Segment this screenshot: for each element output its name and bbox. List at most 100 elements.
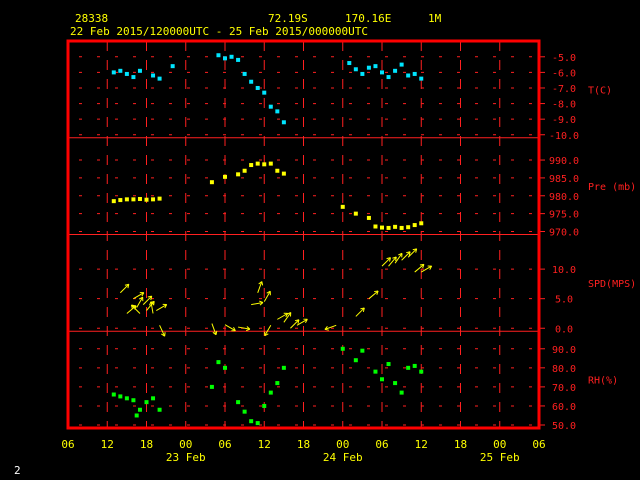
- pressure-point: [353, 211, 358, 216]
- wind-arrow: [211, 323, 218, 336]
- y-tick-label: -9.0: [552, 115, 576, 126]
- wind-arrow-shaft: [296, 318, 308, 326]
- wind-arrow-head: [374, 290, 379, 293]
- humidity-point: [419, 369, 424, 374]
- humidity-point: [386, 362, 391, 367]
- pressure-point: [242, 168, 247, 173]
- pressure-point: [399, 225, 404, 230]
- wind-arrow-head: [266, 290, 271, 294]
- humidity-point: [144, 400, 149, 405]
- wind-arrow: [394, 252, 403, 264]
- date-range: 22 Feb 2015/120000UTC - 25 Feb 2015/0000…: [70, 25, 368, 38]
- humidity-point: [399, 390, 404, 395]
- wind-arrow: [133, 292, 145, 300]
- latitude: 72.19S: [268, 12, 308, 25]
- temperature-point: [275, 109, 280, 114]
- wind-arrow: [130, 304, 141, 314]
- pressure-point: [137, 196, 142, 201]
- wind-arrow-shaft: [277, 312, 288, 320]
- wind-arrow-shaft: [388, 256, 397, 267]
- humidity-point: [134, 413, 139, 418]
- pressure-point: [386, 225, 391, 230]
- temperature-point: [393, 68, 398, 73]
- panel-labels: T(C) Pre (mb) SPD(MPS) RH(%): [588, 85, 636, 386]
- pressure-point: [223, 174, 227, 179]
- wind-arrow-head: [398, 252, 403, 256]
- y-tick-label: 990.0: [549, 156, 579, 167]
- data-marks: [111, 53, 433, 426]
- pressure-point: [144, 197, 149, 202]
- wind-arrow-head: [415, 248, 418, 253]
- wind-arrow-head: [408, 251, 411, 256]
- wind-arrow-shaft: [355, 307, 365, 317]
- temperature-point: [406, 73, 411, 78]
- wind-arrow-head: [150, 295, 153, 301]
- wind-arrow-shaft: [119, 283, 130, 294]
- humidity-point: [223, 365, 227, 370]
- pressure-point: [124, 197, 129, 202]
- wind-arrow-head: [130, 304, 133, 309]
- y-tick-label: 5.0: [555, 295, 573, 306]
- wind-arrow-shaft: [156, 304, 167, 311]
- x-day-label: 25 Feb: [480, 451, 520, 464]
- wind-arrow: [401, 251, 411, 261]
- wind-arrow: [283, 312, 292, 323]
- level: 1M: [428, 12, 442, 25]
- wind-arrow-head: [360, 307, 365, 310]
- wind-arrow-shaft: [368, 290, 379, 300]
- wind-arrow: [388, 256, 397, 267]
- wind-arrow-head: [150, 301, 154, 305]
- temperature-point: [124, 71, 129, 76]
- wind-arrow: [156, 303, 168, 311]
- y-tick-label: 80.0: [552, 364, 576, 375]
- panel-label-temperature: T(C): [588, 85, 612, 96]
- humidity-point: [275, 381, 280, 386]
- y-tick-label: 980.0: [549, 192, 579, 203]
- humidity-point: [360, 348, 365, 353]
- pressure-point: [268, 161, 273, 166]
- temperature-point: [268, 104, 273, 109]
- panel-label-pressure: Pre (mb): [588, 182, 636, 193]
- temperature-point: [170, 64, 175, 69]
- wind-arrow-head: [149, 301, 152, 306]
- pressure-point: [157, 196, 162, 201]
- wind-arrow-shaft: [257, 281, 263, 293]
- wind-arrow: [368, 290, 379, 300]
- page-number: 2: [14, 464, 21, 477]
- temperature-point: [373, 64, 378, 69]
- wind-arrow: [149, 301, 154, 314]
- wind-arrow: [355, 307, 365, 317]
- temperature-point: [366, 65, 371, 70]
- humidity-point: [236, 400, 241, 405]
- y-tick-label: -7.0: [552, 84, 576, 95]
- longitude: 170.16E: [345, 12, 391, 25]
- x-tick-label: 18: [454, 438, 467, 451]
- temperature-point: [236, 57, 241, 62]
- temperature-point: [242, 71, 247, 76]
- y-tick-label: -10.0: [549, 131, 579, 142]
- wind-arrow-head: [147, 295, 152, 298]
- temperature-point: [157, 76, 162, 81]
- wind-arrow: [136, 296, 144, 308]
- wind-arrow-head: [294, 319, 300, 322]
- wind-arrow: [142, 295, 153, 305]
- humidity-point: [216, 360, 221, 365]
- wind-arrow-shaft: [142, 295, 153, 305]
- x-tick-label: 06: [61, 438, 74, 451]
- temperature-point: [281, 120, 286, 125]
- temperature-point: [353, 67, 358, 72]
- temperature-point: [347, 61, 352, 66]
- wind-arrow-head: [233, 326, 236, 331]
- temperature-point: [399, 62, 404, 67]
- wind-arrow-shaft: [394, 253, 403, 264]
- humidity-point: [131, 398, 136, 403]
- wind-arrow-shaft: [401, 251, 411, 261]
- temperature-point: [386, 75, 391, 80]
- x-tick-label: 12: [415, 438, 428, 451]
- wind-arrow-head: [392, 256, 397, 259]
- y-tick-label: 0.0: [555, 324, 573, 335]
- wind-arrow: [257, 281, 264, 293]
- humidity-point: [157, 407, 162, 412]
- wind-arrow-head: [259, 302, 264, 306]
- wind-arrow-head: [215, 330, 218, 335]
